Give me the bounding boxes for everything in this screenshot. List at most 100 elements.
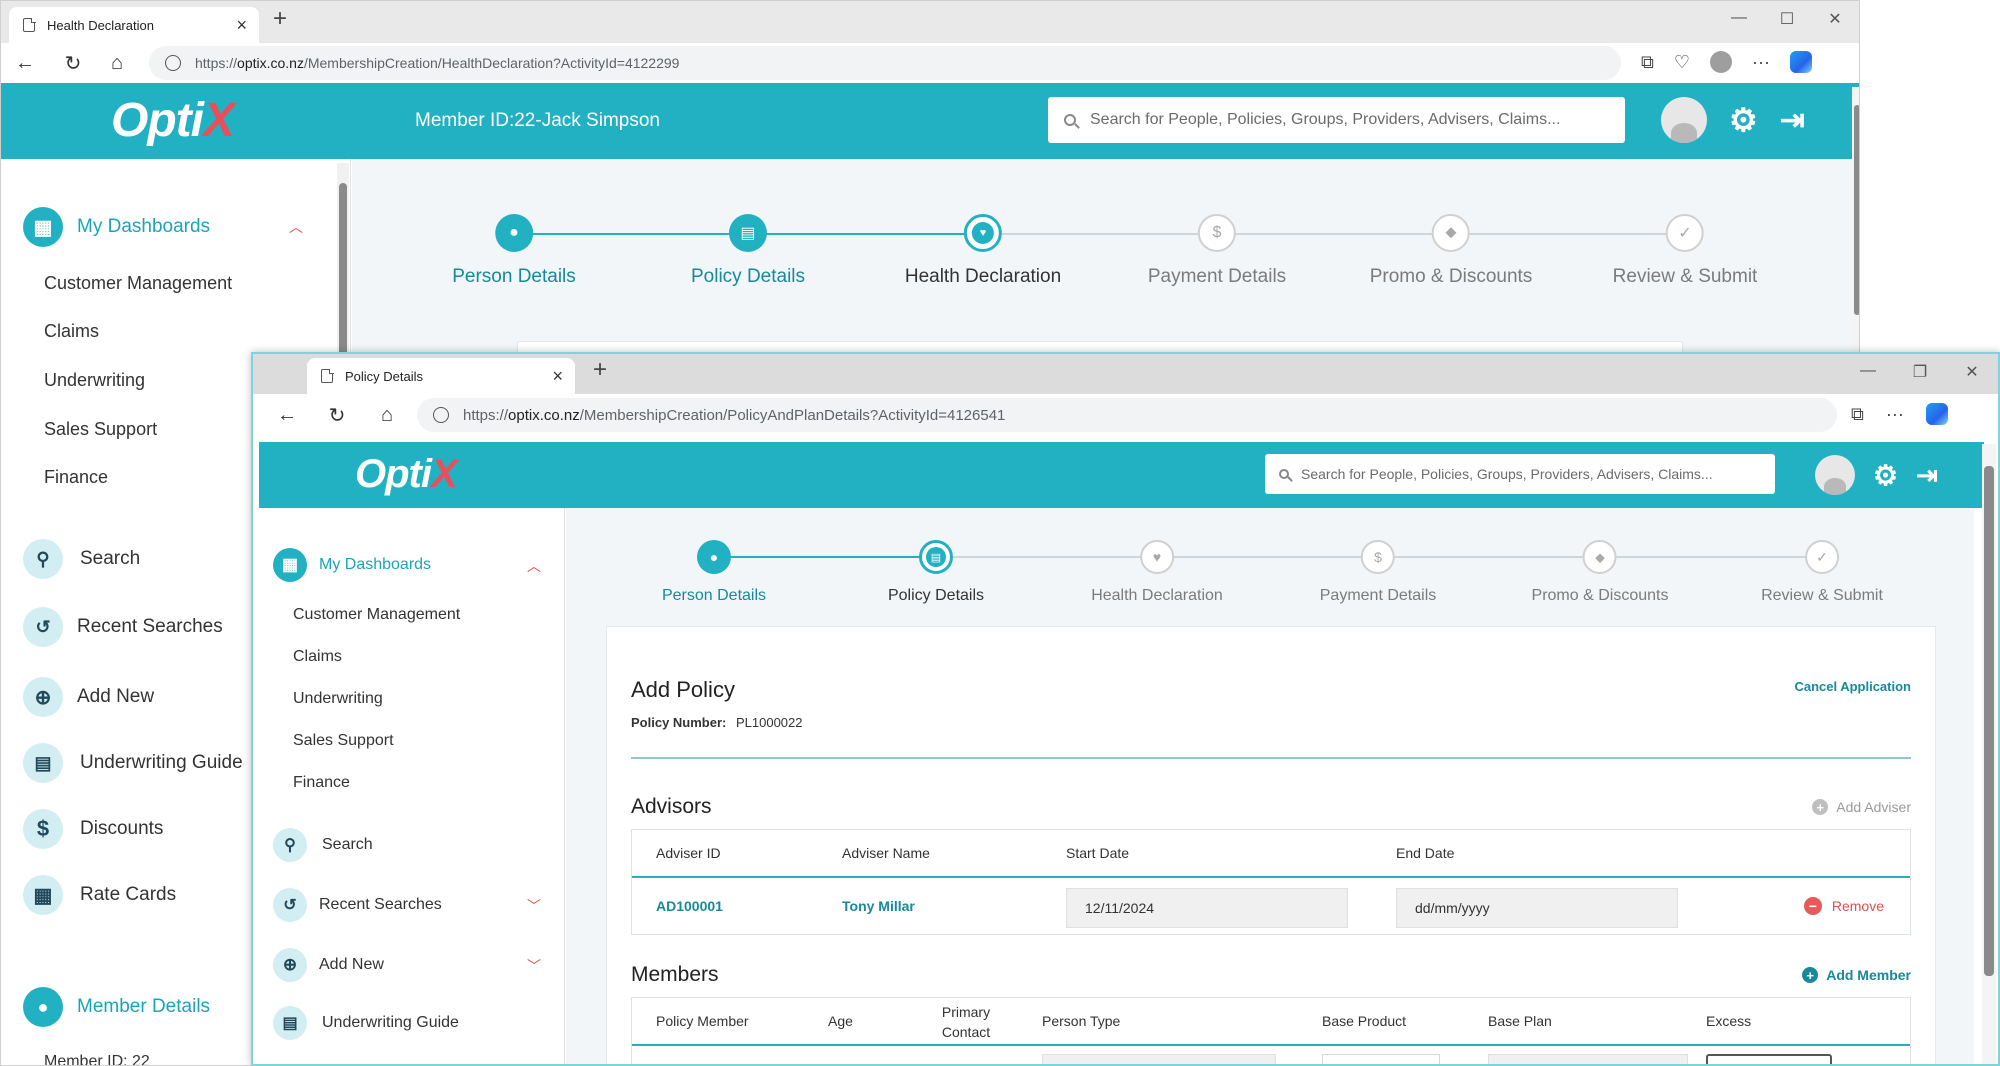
- search-icon: [1064, 114, 1076, 126]
- sidebar-item-sales-support[interactable]: Sales Support: [44, 419, 158, 439]
- step-payment-details[interactable]: $ Payment Details: [1148, 214, 1286, 288]
- sidebar-recent-searches[interactable]: ↺ Recent Searches: [273, 888, 442, 922]
- sidebar-search[interactable]: ⚲ Search: [23, 539, 140, 579]
- chevron-up-icon[interactable]: ︿: [289, 219, 303, 235]
- gear-icon[interactable]: ⚙: [1873, 459, 1899, 491]
- sidebar-item-underwriting[interactable]: Underwriting: [293, 690, 383, 707]
- adviser-name-link[interactable]: Tony Millar: [842, 898, 915, 914]
- chevron-up-icon[interactable]: ︿: [527, 558, 541, 574]
- extensions-icon[interactable]: ⧉: [1641, 51, 1654, 72]
- sidebar-item-finance[interactable]: Finance: [293, 774, 350, 791]
- scrollbar-thumb[interactable]: [1984, 466, 1994, 976]
- tab-health-declaration[interactable]: Health Declaration ×: [9, 7, 259, 43]
- logout-icon[interactable]: ⇥: [1779, 103, 1805, 137]
- sidebar-item-underwriting[interactable]: Underwriting: [44, 370, 146, 390]
- plus-circle-icon: ⊕: [273, 948, 307, 982]
- chevron-down-icon[interactable]: ﹀: [527, 898, 541, 914]
- optix-logo[interactable]: OptiX: [355, 452, 458, 497]
- restore-icon[interactable]: ❐: [1912, 364, 1928, 381]
- chevron-down-icon[interactable]: ﹀: [527, 958, 541, 974]
- minimize-icon[interactable]: —: [1731, 9, 1747, 26]
- sidebar-discounts[interactable]: $ Discounts: [23, 809, 163, 849]
- step-review-submit[interactable]: ✓ Review & Submit: [1613, 214, 1757, 288]
- sidebar-add-new[interactable]: ⊕ Add New: [23, 677, 154, 717]
- sidebar-recent-searches[interactable]: ↺ Recent Searches: [23, 607, 223, 647]
- sidebar-search[interactable]: ⚲ Search: [273, 828, 373, 862]
- step-policy-details[interactable]: ▤ Policy Details: [888, 540, 984, 605]
- adviser-id-link[interactable]: AD100001: [656, 898, 723, 914]
- sidebar-item-finance[interactable]: Finance: [44, 467, 109, 487]
- global-search-input[interactable]: Search for People, Policies, Groups, Pro…: [1048, 97, 1625, 143]
- policy-number-value: PL1000022: [735, 715, 803, 730]
- close-window-icon[interactable]: ✕: [1965, 364, 1979, 381]
- remove-adviser-button[interactable]: − Remove: [1803, 897, 1884, 915]
- sidebar-item-claims[interactable]: Claims: [44, 321, 100, 341]
- back-arrow-icon[interactable]: ←: [277, 403, 297, 426]
- home-icon[interactable]: ⌂: [110, 51, 124, 74]
- sidebar-underwriting-guide[interactable]: ▤ Underwriting Guide: [273, 1006, 459, 1040]
- step-health-declaration[interactable]: ♥ Health Declaration: [1091, 540, 1223, 605]
- url-field[interactable]: https://optix.co.nz/MembershipCreation/P…: [417, 398, 1837, 432]
- end-date-input[interactable]: dd/mm/yyyy: [1396, 888, 1678, 928]
- sidebar-my-dashboards[interactable]: ▦ My Dashboards: [23, 207, 210, 247]
- step-review-submit[interactable]: ✓ Review & Submit: [1761, 540, 1883, 605]
- sidebar-member-details[interactable]: ● Member Details: [23, 987, 210, 1027]
- url-field[interactable]: https://optix.co.nz/MembershipCreation/H…: [149, 46, 1621, 80]
- step-payment-details[interactable]: $ Payment Details: [1320, 540, 1436, 605]
- add-adviser-button[interactable]: + Add Adviser: [1812, 799, 1911, 815]
- step-health-declaration[interactable]: ♥ Health Declaration: [905, 214, 1061, 288]
- step-promo-discounts[interactable]: ⬥ Promo & Discounts: [1370, 214, 1532, 288]
- copilot-icon[interactable]: [1925, 403, 1948, 425]
- section-divider: [631, 757, 1911, 759]
- step-promo-discounts[interactable]: ⬥ Promo & Discounts: [1532, 540, 1668, 605]
- heart-pulse-icon[interactable]: ♡: [1673, 51, 1690, 72]
- sidebar-label: Add New: [77, 686, 155, 707]
- scrollbar-thumb[interactable]: [1854, 105, 1859, 315]
- step-person-details[interactable]: ● Person Details: [452, 214, 576, 288]
- close-window-icon[interactable]: ✕: [1828, 11, 1842, 28]
- close-tab-icon[interactable]: ×: [552, 365, 563, 386]
- dollar-icon: $: [1361, 540, 1395, 574]
- profile-icon[interactable]: [1710, 51, 1732, 73]
- scrollbar-thumb[interactable]: [339, 183, 347, 383]
- address-bar-row: ← ↻ ⌂ https://optix.co.nz/MembershipCrea…: [253, 394, 1998, 436]
- optix-logo[interactable]: OptiX: [111, 93, 235, 148]
- user-avatar-icon[interactable]: [1815, 455, 1855, 495]
- step-policy-details[interactable]: ▤ Policy Details: [691, 214, 805, 288]
- more-icon[interactable]: ···: [1752, 51, 1770, 72]
- person-type-select[interactable]: [1042, 1054, 1276, 1064]
- sidebar-my-dashboards[interactable]: ▦ My Dashboards: [273, 548, 431, 582]
- sidebar-item-sales-support[interactable]: Sales Support: [293, 732, 394, 749]
- cancel-application-link[interactable]: Cancel Application: [1794, 679, 1911, 694]
- tab-policy-details[interactable]: Policy Details ×: [307, 358, 575, 394]
- sidebar-rate-cards[interactable]: ▦ Rate Cards: [23, 875, 176, 915]
- sidebar-item-customer-management[interactable]: Customer Management: [293, 606, 461, 623]
- sidebar-item-customer-management[interactable]: Customer Management: [44, 273, 233, 293]
- home-icon[interactable]: ⌂: [380, 403, 394, 426]
- copilot-icon[interactable]: [1789, 51, 1812, 73]
- more-icon[interactable]: ···: [1885, 403, 1904, 424]
- minimize-icon[interactable]: —: [1860, 362, 1876, 379]
- step-person-details[interactable]: ● Person Details: [662, 540, 766, 605]
- close-tab-icon[interactable]: ×: [236, 14, 247, 35]
- base-product-select[interactable]: [1322, 1054, 1440, 1064]
- maximize-icon[interactable]: ☐: [1779, 11, 1795, 28]
- reload-icon[interactable]: ↻: [328, 404, 346, 427]
- logout-icon[interactable]: ⇥: [1916, 459, 1938, 490]
- page-scrollbar[interactable]: [1982, 444, 1996, 1064]
- extensions-icon[interactable]: ⧉: [1851, 403, 1864, 424]
- back-arrow-icon[interactable]: ←: [15, 51, 35, 74]
- new-tab-icon[interactable]: +: [593, 356, 608, 383]
- base-plan-select[interactable]: [1488, 1054, 1688, 1064]
- excess-select[interactable]: [1706, 1054, 1832, 1064]
- add-member-button[interactable]: + Add Member: [1802, 967, 1911, 983]
- user-avatar-icon[interactable]: [1661, 97, 1707, 143]
- reload-icon[interactable]: ↻: [64, 52, 82, 75]
- sidebar-add-new[interactable]: ⊕ Add New: [273, 948, 384, 982]
- global-search-input[interactable]: Search for People, Policies, Groups, Pro…: [1265, 454, 1775, 494]
- sidebar-item-claims[interactable]: Claims: [293, 648, 342, 665]
- new-tab-icon[interactable]: +: [273, 5, 288, 32]
- gear-icon[interactable]: ⚙: [1729, 102, 1758, 138]
- sidebar-underwriting-guide[interactable]: ▤ Underwriting Guide: [23, 743, 243, 783]
- start-date-input[interactable]: 12/11/2024: [1066, 888, 1348, 928]
